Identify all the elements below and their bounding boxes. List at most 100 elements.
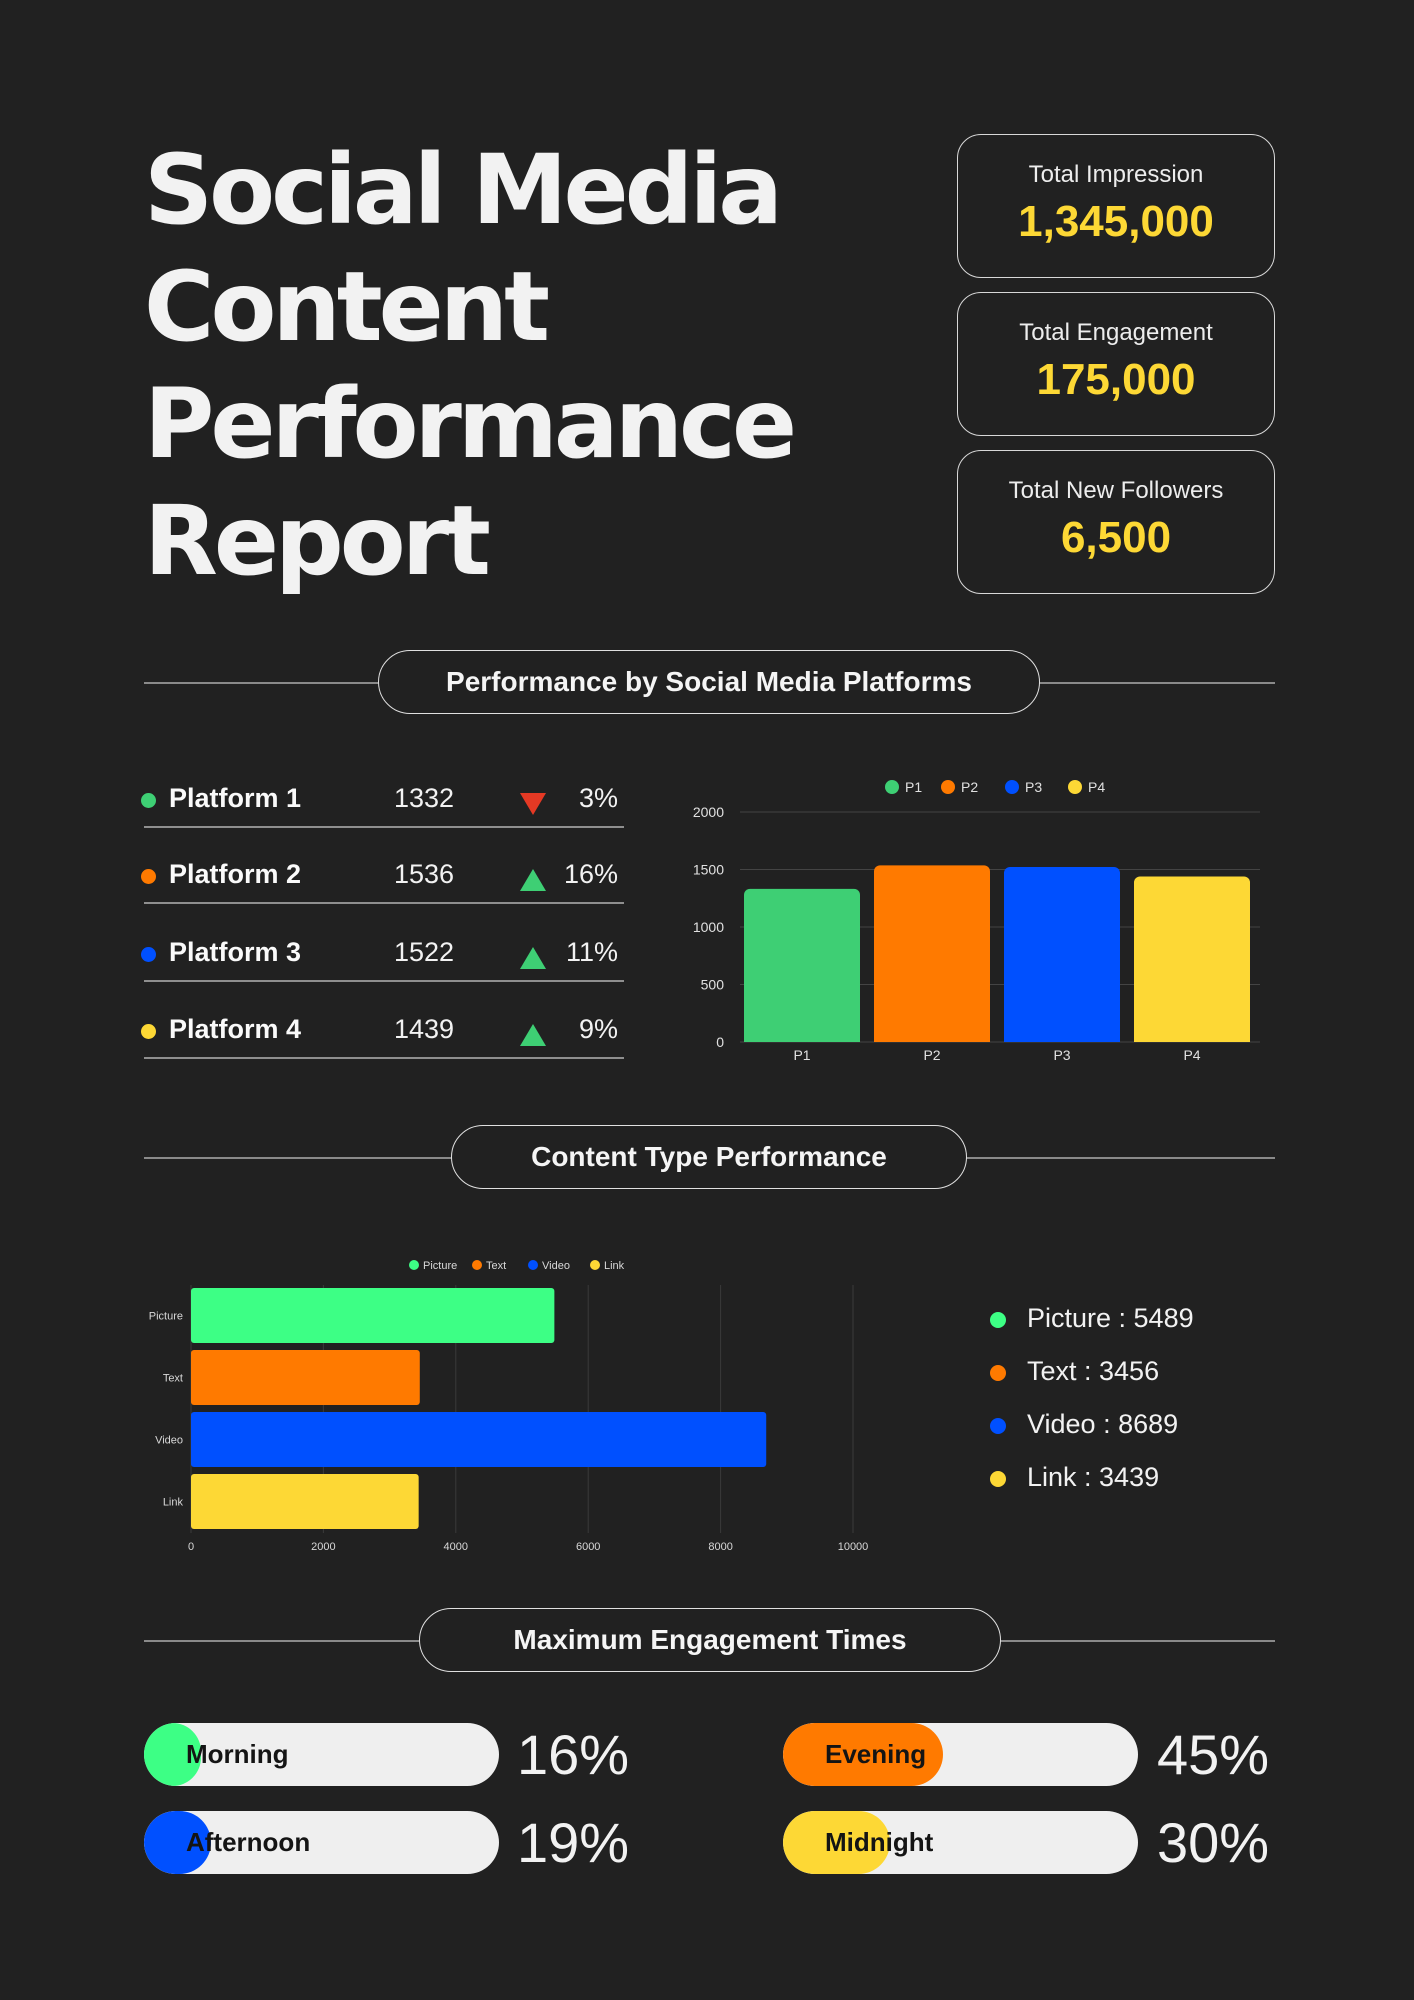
kpi-label: Total New Followers: [1008, 477, 1224, 504]
time-percent: 45%: [1157, 1723, 1270, 1786]
platform-name: Platform 2: [169, 859, 302, 889]
legend-label: Text: [486, 1260, 506, 1272]
trend-down-icon: [520, 793, 546, 815]
legend-label: P2: [961, 779, 978, 795]
time-bar-afternoon: Afternoon: [144, 1811, 499, 1874]
y-tick-label: Picture: [149, 1311, 183, 1323]
y-tick-label: 1000: [693, 919, 724, 935]
bar-base: [874, 1034, 990, 1042]
kpi-label: Total Engagement: [1019, 319, 1213, 346]
platform-change: 11%: [565, 937, 618, 967]
legend-dot: [141, 869, 156, 884]
platform-value: 1332: [394, 783, 455, 813]
title-line: Content: [144, 251, 550, 363]
legend-marker: [590, 1260, 600, 1270]
section-header-content: Content Type Performance: [144, 1125, 1275, 1191]
time-bar-evening: Evening: [783, 1723, 1138, 1786]
platform-name: Platform 3: [169, 937, 302, 967]
legend-marker: [528, 1260, 538, 1270]
x-tick-label: 10000: [838, 1541, 869, 1553]
platform-row: Platform 3 1522 11%: [141, 920, 624, 982]
time-label: Midnight: [825, 1827, 934, 1857]
y-tick-label: 500: [701, 977, 725, 993]
legend-marker: [472, 1260, 482, 1270]
content-type-bar-chart: 0 2000 4000 6000 8000 10000 Picture Text Video Li…: [149, 1260, 869, 1553]
legend-marker: [941, 780, 955, 794]
kpi-value: 175,000: [1036, 355, 1196, 404]
legend-dot: [990, 1418, 1006, 1434]
time-bar-morning: Morning: [144, 1723, 499, 1786]
platform-row: Platform 4 1439 9%: [141, 997, 624, 1059]
x-tick-label: 4000: [444, 1541, 468, 1553]
kpi-value: 6,500: [1060, 513, 1172, 562]
legend-marker: [885, 780, 899, 794]
y-tick-label: 0: [716, 1034, 724, 1050]
platform-value: 1522: [394, 937, 455, 967]
legend-label: P1: [905, 779, 922, 795]
section-title: Performance by Social Media Platforms: [378, 650, 1040, 714]
bar-text: [191, 1350, 420, 1405]
x-tick-label: P1: [793, 1047, 810, 1063]
time-percent: 16%: [517, 1723, 630, 1786]
bar-base: [744, 1034, 860, 1042]
legend-label: P4: [1088, 779, 1105, 795]
legend-dot: [141, 947, 156, 962]
report-title: Social Media Content Performance Report: [144, 132, 844, 600]
x-tick-label: P4: [1183, 1047, 1200, 1063]
content-list-text: Video : 8689: [1027, 1409, 1179, 1439]
x-tick-label: 0: [188, 1541, 194, 1553]
bar-p4: [1134, 876, 1250, 1042]
bar-base: [1134, 1034, 1250, 1042]
trend-up-icon: [520, 947, 546, 969]
time-label: Afternoon: [186, 1827, 311, 1857]
y-tick-label: Link: [163, 1497, 184, 1509]
platform-bar-chart: 0 500 1000 1500 2000 P1 P2 P3 P4 P1 P2 P3 P4: [693, 779, 1260, 1063]
title-line: Report: [144, 485, 491, 597]
legend-marker: [1005, 780, 1019, 794]
content-list-text: Text : 3456: [1027, 1356, 1160, 1386]
x-tick-label: 8000: [708, 1541, 732, 1553]
legend-dot: [990, 1471, 1006, 1487]
legend-label: P3: [1025, 779, 1042, 795]
kpi-card-engagement: Total Engagement 175,000: [957, 292, 1275, 436]
platform-name: Platform 1: [169, 783, 302, 813]
time-bar-fill: [144, 1723, 201, 1786]
bar-p3: [1004, 866, 1120, 1042]
time-bar-fill: [144, 1811, 212, 1874]
x-tick-label: P2: [923, 1047, 940, 1063]
kpi-card-new-followers: Total New Followers 6,500: [957, 450, 1275, 594]
kpi-value: 1,345,000: [1018, 197, 1214, 246]
x-tick-label: 6000: [576, 1541, 600, 1553]
platform-value: 1439: [394, 1014, 455, 1044]
bar-base: [1004, 1034, 1120, 1042]
time-percent: 30%: [1157, 1811, 1270, 1874]
platform-change: 3%: [578, 783, 618, 813]
bar-picture: [191, 1288, 555, 1343]
bar-video: [191, 1412, 767, 1467]
trend-up-icon: [520, 869, 546, 891]
legend-dot: [141, 1024, 156, 1039]
platform-row: Platform 1 1332 3%: [141, 766, 624, 828]
kpi-card-impression: Total Impression 1,345,000: [957, 134, 1275, 278]
section-title: Content Type Performance: [451, 1125, 967, 1189]
platform-row: Platform 2 1536 16%: [141, 842, 624, 904]
legend-dot: [990, 1312, 1006, 1328]
legend-marker: [1068, 780, 1082, 794]
bar-p2: [874, 865, 990, 1042]
content-list-text: Link : 3439: [1027, 1462, 1160, 1492]
trend-up-icon: [520, 1024, 546, 1046]
legend-label: Picture: [423, 1260, 457, 1272]
time-bar-fill: [783, 1811, 890, 1874]
section-title: Maximum Engagement Times: [419, 1608, 1001, 1672]
time-label: Evening: [825, 1739, 927, 1769]
platform-name: Platform 4: [169, 1014, 302, 1044]
y-tick-label: Text: [163, 1373, 183, 1385]
bar-p1: [744, 888, 860, 1042]
y-tick-label: 1500: [693, 862, 724, 878]
section-header-platforms: Performance by Social Media Platforms: [144, 650, 1275, 716]
y-tick-label: Video: [155, 1435, 183, 1447]
time-label: Morning: [186, 1739, 289, 1769]
legend-label: Link: [604, 1260, 625, 1272]
legend-dot: [990, 1365, 1006, 1381]
platform-value: 1536: [394, 859, 455, 889]
